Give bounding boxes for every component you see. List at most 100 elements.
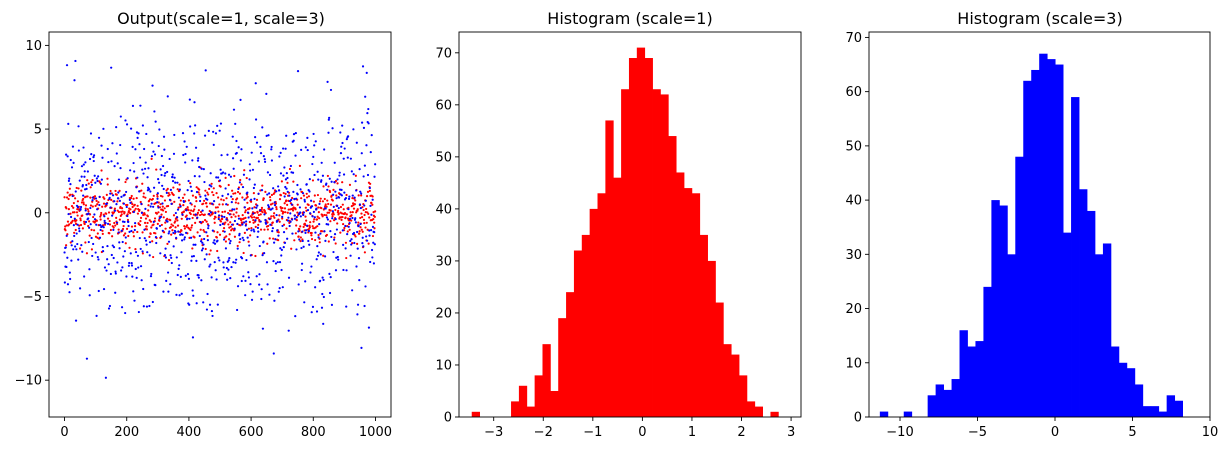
scatter-point — [254, 225, 257, 229]
scatter-point — [177, 230, 180, 233]
scatter-point — [266, 171, 269, 174]
scatter-point — [296, 183, 299, 187]
scatter-point — [359, 226, 362, 229]
scatter-point — [304, 215, 307, 218]
scatter-point — [288, 224, 291, 228]
scatter-point — [152, 186, 156, 189]
scatter-point — [253, 197, 256, 200]
scatter-point — [164, 172, 167, 175]
scatter-point — [106, 258, 109, 261]
scatter-point — [150, 272, 153, 276]
scatter-point — [170, 256, 173, 259]
scatter-point — [211, 202, 214, 205]
scatter-point — [126, 214, 129, 218]
scatter-point — [344, 224, 347, 228]
scatter-point — [265, 261, 269, 264]
scatter-point — [342, 243, 345, 246]
scatter-point — [85, 357, 89, 360]
histogram-bar — [581, 234, 591, 417]
scatter-point — [77, 187, 80, 190]
scatter-point — [95, 219, 98, 222]
scatter-point — [342, 208, 345, 211]
scatter-point — [195, 200, 198, 203]
scatter-point — [246, 195, 249, 198]
scatter-point — [326, 199, 329, 202]
scatter-point — [107, 263, 110, 266]
scatter-point — [88, 157, 92, 161]
scatter-point — [209, 172, 212, 175]
scatter-point — [67, 208, 70, 211]
y-tick-label: 70 — [845, 31, 862, 46]
scatter-point — [203, 134, 207, 137]
scatter-point — [108, 223, 112, 226]
scatter-point — [93, 174, 96, 177]
x-tick-label: −10 — [886, 425, 913, 440]
scatter-point — [367, 326, 371, 329]
scatter-point — [91, 196, 94, 199]
scatter-point — [258, 244, 261, 248]
scatter-point — [332, 193, 335, 196]
scatter-point — [221, 210, 224, 214]
scatter-point — [73, 217, 76, 220]
scatter-point — [232, 167, 235, 170]
scatter-point — [200, 279, 203, 282]
scatter-point — [169, 226, 172, 229]
scatter-point — [127, 234, 130, 238]
scatter-point — [215, 176, 218, 179]
scatter-point — [84, 209, 87, 212]
scatter-point — [88, 268, 91, 271]
scatter-point — [221, 217, 224, 221]
scatter-point — [248, 163, 251, 166]
histogram-bar — [707, 260, 716, 417]
scatter-point — [153, 110, 156, 113]
scatter-point — [296, 70, 300, 73]
scatter-point — [301, 192, 305, 195]
scatter-point — [188, 303, 191, 306]
scatter-point — [264, 218, 267, 222]
scatter-point — [100, 169, 103, 172]
scatter-point — [145, 132, 148, 136]
scatter-point — [138, 208, 141, 212]
histogram-bar — [628, 58, 638, 417]
scatter-point — [163, 199, 167, 202]
axes-frame — [868, 31, 1211, 418]
scatter-point — [189, 212, 192, 216]
scatter-point — [198, 175, 201, 178]
scatter-point — [310, 199, 313, 202]
scatter-point — [299, 211, 302, 214]
scatter-point — [141, 168, 144, 171]
scatter-point — [166, 242, 169, 246]
histogram-bar — [999, 205, 1008, 417]
scatter-point — [299, 225, 302, 228]
scatter-point — [238, 232, 241, 235]
scatter-point — [361, 242, 364, 245]
scatter-point — [124, 180, 127, 184]
scatter-point — [272, 237, 275, 240]
scatter-point — [75, 186, 78, 190]
scatter-point — [242, 173, 246, 176]
scatter-point — [162, 209, 165, 212]
scatter-point — [191, 216, 194, 220]
scatter-point — [346, 230, 349, 233]
scatter-point — [339, 231, 342, 234]
scatter-point — [103, 266, 107, 269]
scatter-point — [74, 190, 77, 193]
scatter-point — [69, 277, 72, 281]
scatter-point — [65, 244, 68, 247]
scatter-point — [231, 135, 234, 138]
scatter-point — [237, 187, 240, 191]
scatter-point — [301, 239, 304, 243]
scatter-point — [107, 160, 110, 164]
scatter-point — [100, 211, 103, 215]
scatter-point — [332, 188, 335, 191]
scatter-point — [127, 264, 130, 267]
scatter-point — [132, 231, 135, 234]
scatter-point — [361, 230, 364, 233]
scatter-point — [326, 188, 329, 191]
scatter-point — [328, 177, 331, 180]
histogram-bar — [566, 292, 575, 417]
scatter-point — [178, 264, 181, 267]
scatter-point — [321, 215, 324, 218]
scatter-point — [222, 238, 226, 241]
scatter-point — [286, 181, 289, 184]
